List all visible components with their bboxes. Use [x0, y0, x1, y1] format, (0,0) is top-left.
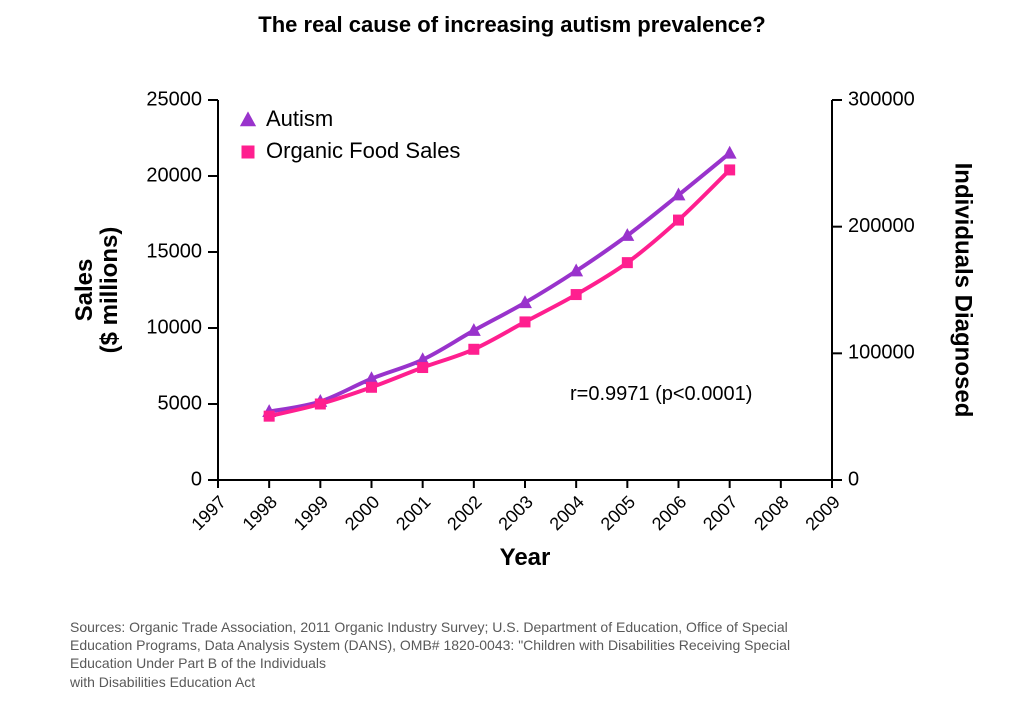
svg-text:2007: 2007 — [699, 492, 741, 534]
svg-text:Sales: Sales — [71, 259, 98, 322]
series-autism — [262, 146, 736, 417]
svg-text:Organic Food Sales: Organic Food Sales — [266, 138, 460, 163]
svg-text:200000: 200000 — [848, 215, 915, 237]
svg-text:20000: 20000 — [146, 164, 202, 186]
svg-text:1999: 1999 — [290, 492, 332, 534]
svg-text:25000: 25000 — [146, 88, 202, 110]
svg-text:10000: 10000 — [146, 316, 202, 338]
dual-axis-chart: 0 5000 10000 15000 20000 25000 0 100000 200000 30… — [0, 70, 1024, 590]
svg-text:300000: 300000 — [848, 88, 915, 110]
svg-text:15000: 15000 — [146, 240, 202, 262]
svg-text:2000: 2000 — [341, 492, 383, 534]
svg-text:2001: 2001 — [392, 492, 434, 534]
svg-text:2004: 2004 — [546, 492, 588, 534]
svg-text:0: 0 — [848, 468, 859, 490]
svg-text:2005: 2005 — [597, 492, 639, 534]
svg-text:1997: 1997 — [187, 492, 229, 534]
correlation-annotation: r=0.9971 (p<0.0001) — [570, 383, 752, 405]
svg-text:($ millions): ($ millions) — [96, 227, 123, 354]
svg-text:0: 0 — [191, 468, 202, 490]
svg-text:5000: 5000 — [158, 392, 203, 414]
chart-title: The real cause of increasing autism prev… — [0, 12, 1024, 38]
source-footnote: Sources: Organic Trade Association, 2011… — [70, 618, 970, 691]
svg-text:2003: 2003 — [494, 492, 536, 534]
svg-text:2006: 2006 — [648, 492, 690, 534]
svg-text:100000: 100000 — [848, 342, 915, 364]
y-right-title: Individuals Diagnosed — [950, 163, 977, 418]
svg-text:1998: 1998 — [239, 492, 281, 534]
svg-text:2002: 2002 — [443, 492, 485, 534]
svg-text:2008: 2008 — [750, 492, 792, 534]
svg-text:2009: 2009 — [801, 492, 843, 534]
svg-text:Autism: Autism — [266, 106, 333, 131]
y-left-title: Sales($ millions) — [71, 227, 123, 354]
legend: Autism Organic Food Sales — [240, 106, 461, 163]
x-axis-title: Year — [500, 544, 551, 571]
